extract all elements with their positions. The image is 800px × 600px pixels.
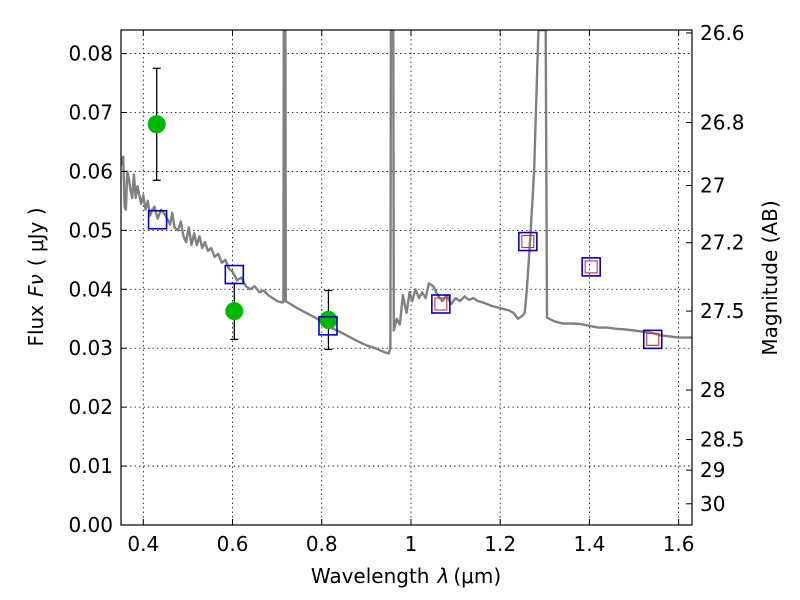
plot-area: [121, 30, 692, 355]
upper-limit-square: [434, 297, 448, 311]
upper-limit-square: [646, 332, 660, 346]
y-tick-label: 0.03: [68, 336, 113, 360]
upper-limit-square: [584, 260, 598, 274]
y-tick-label: 0.04: [68, 277, 113, 301]
model-flux-square: [224, 264, 245, 285]
grid: [121, 30, 692, 526]
right-tick-label: 30: [700, 492, 725, 516]
plot-frame: [120, 29, 693, 526]
observed-flux-point: [319, 310, 338, 329]
observed-flux-point: [225, 302, 244, 321]
right-tick-label: 26.6: [700, 21, 745, 45]
right-tick-label: 29: [700, 458, 725, 482]
y-tick-label: 0.06: [68, 159, 113, 183]
x-tick-label: 1.4: [573, 532, 605, 556]
y-tick-label: 0.08: [68, 42, 113, 66]
x-tick-label: 1: [405, 532, 418, 556]
axis-ticks: 0.4 0.6 0.8 1 1.2 1.4 1.6 0.00 0.01 0.02 0.03 0.04 0…: [68, 21, 744, 556]
y-tick-label: 0.05: [68, 218, 113, 242]
right-tick-label: 28: [700, 378, 725, 402]
right-axis-title: Magnitude (AB): [758, 200, 782, 355]
x-tick-label: 1.6: [663, 532, 695, 556]
model-flux-square: [581, 257, 601, 277]
y-tick-label: 0.00: [68, 513, 113, 537]
right-tick-label: 28.5: [700, 428, 745, 452]
x-tick-label: 0.6: [217, 532, 249, 556]
model-flux-square: [431, 294, 451, 314]
y-axis-title: FluxFν( μJy ): [24, 207, 48, 346]
x-tick-label: 0.8: [306, 532, 338, 556]
y-tick-label: 0.02: [68, 395, 113, 419]
x-tick-label: 1.2: [484, 532, 516, 556]
y-tick-label: 0.07: [68, 101, 113, 125]
model-flux-square: [642, 329, 663, 350]
x-axis-title: Wavelength λ (μm): [311, 564, 501, 588]
model-flux-square: [147, 209, 168, 230]
observed-flux-point: [147, 115, 166, 134]
model-flux-square: [318, 316, 338, 336]
upper-limit-square: [521, 235, 535, 249]
model-flux-square: [518, 231, 538, 252]
right-tick-label: 27.2: [700, 231, 745, 255]
right-tick-label: 27: [700, 174, 725, 198]
right-tick-label: 27.5: [700, 299, 745, 323]
x-tick-label: 0.4: [127, 532, 159, 556]
y-tick-label: 0.01: [68, 454, 113, 478]
right-tick-label: 26.8: [700, 111, 745, 135]
